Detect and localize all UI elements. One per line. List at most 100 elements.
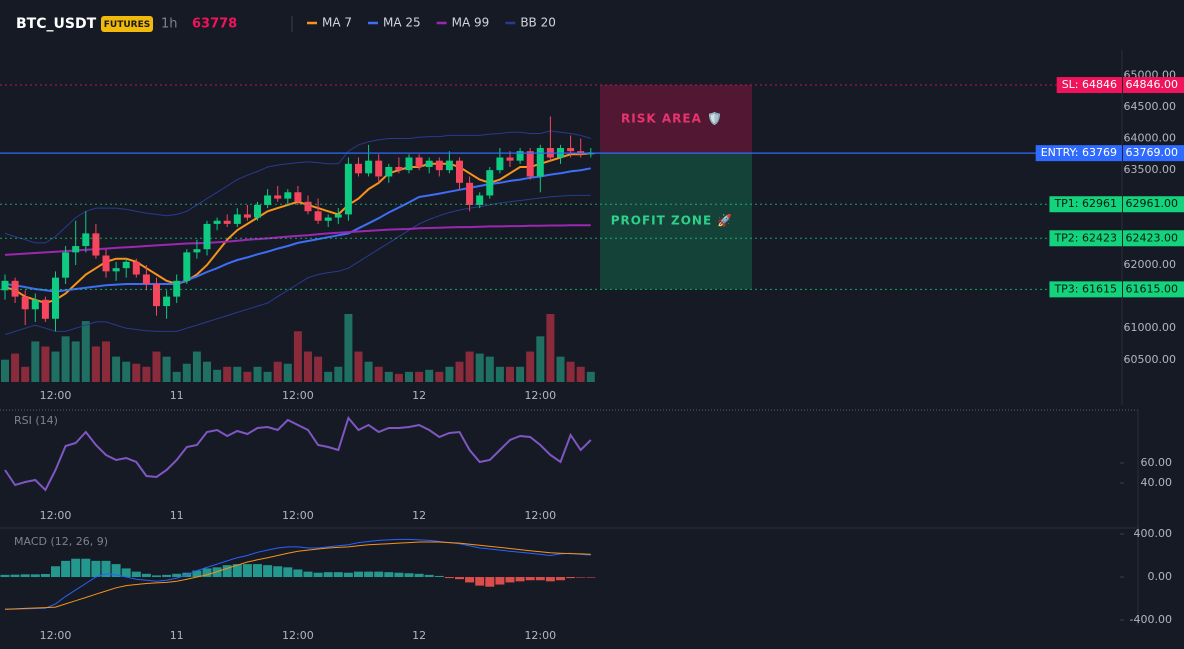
histogram-bar (10, 574, 20, 578)
volume-bar (203, 361, 211, 382)
candle-body (516, 151, 524, 161)
histogram-bar (30, 574, 40, 578)
histogram-bar (131, 571, 141, 578)
price-label: 62961.00 (1126, 197, 1179, 210)
volume-bar (304, 351, 312, 382)
candle-body (173, 280, 181, 297)
band-lower (4, 194, 591, 336)
volume-bar (445, 366, 454, 382)
x-tick-label: 12:00 (282, 389, 314, 402)
volume-bar (475, 353, 484, 382)
histogram-bar (444, 577, 454, 579)
histogram-bar (212, 567, 222, 578)
zone-label: RISK AREA 🛡️ (621, 112, 723, 126)
candle-body (183, 252, 191, 281)
histogram-bar (323, 572, 333, 578)
level-label: ENTRY: 63769 (1041, 146, 1117, 159)
candle-body (476, 195, 484, 205)
candle-body (324, 217, 332, 221)
histogram-bar (485, 577, 495, 587)
candle-body (193, 249, 201, 253)
candle-body (385, 166, 393, 177)
candle-body (294, 192, 302, 202)
price-label-bg (1123, 145, 1184, 162)
candle-body (355, 163, 362, 174)
histogram-bar (556, 577, 565, 581)
candle-body (526, 151, 534, 177)
candle-body (112, 268, 120, 272)
volume-bar (455, 361, 464, 382)
ma-line (4, 224, 591, 256)
candle-body (102, 255, 110, 272)
candle-body (567, 148, 575, 152)
volume-bar (354, 351, 363, 382)
histogram-bar (374, 571, 384, 578)
candle-body (142, 274, 150, 284)
candle-body (435, 160, 443, 171)
volume-bar (263, 371, 272, 382)
candle-body (415, 157, 423, 167)
candle-body (486, 170, 494, 196)
volume-bar (495, 366, 504, 382)
level-label-bg (1056, 77, 1122, 94)
candle-body (122, 261, 130, 269)
candle-body (506, 157, 514, 161)
candle-body (233, 214, 241, 224)
candle-body (82, 233, 90, 247)
candle-body (264, 195, 272, 205)
y-tick-label: 64500.00 (1124, 100, 1177, 113)
macd-line (4, 538, 591, 610)
signal-line (4, 541, 591, 610)
volume-bar (233, 366, 242, 382)
level-label: TP3: 61615 (1053, 282, 1117, 295)
pane-title: RSI (14) (14, 414, 58, 427)
candle-body (456, 160, 463, 183)
interval: 1h (161, 17, 178, 32)
x-tick-label: 12 (412, 389, 426, 402)
histogram-bar (455, 577, 464, 580)
histogram-bar (121, 568, 131, 578)
y-tick-label: 63500.00 (1124, 163, 1177, 176)
histogram-bar (434, 575, 444, 578)
volume-bar (11, 353, 20, 382)
level-label-bg (1049, 196, 1122, 213)
histogram-bar (414, 573, 424, 578)
candle-body (314, 211, 322, 221)
candle-body (274, 195, 282, 199)
volume-bar (71, 341, 80, 382)
candle-body (284, 192, 292, 199)
y-tick-label: -400.00 (1130, 613, 1172, 626)
volume-bar (576, 366, 585, 382)
histogram-bar (253, 564, 262, 578)
candle-body (11, 280, 19, 297)
y-tick-label: 0.00 (1148, 570, 1173, 583)
volume-bar (112, 356, 121, 382)
volume-bar (526, 351, 535, 382)
histogram-bar (394, 572, 404, 578)
y-tick-label: 61000.00 (1124, 321, 1177, 334)
histogram-bar (152, 575, 161, 578)
x-tick-label: 11 (170, 389, 184, 402)
candle-body (163, 296, 171, 307)
volume-bar (344, 314, 353, 382)
zone (600, 85, 752, 154)
histogram-bar (404, 573, 414, 578)
volume-bar (415, 371, 424, 382)
volume-bar (182, 363, 191, 382)
candle-body (223, 220, 231, 224)
volume-bar (162, 356, 171, 382)
volume-bar (435, 371, 444, 382)
histogram-bar (586, 577, 596, 578)
y-tick-label: 40.00 (1141, 476, 1173, 489)
candle-body (203, 223, 211, 250)
histogram-bar (384, 572, 394, 578)
level-label: TP1: 62961 (1053, 197, 1117, 210)
candle-body (375, 160, 383, 177)
y-tick-label: 400.00 (1134, 527, 1173, 540)
histogram-bar (0, 574, 10, 578)
y-tick-label: 64000.00 (1124, 132, 1177, 145)
histogram-bar (141, 573, 151, 578)
level-label: SL: 64846 (1062, 78, 1117, 91)
histogram-bar (111, 564, 121, 578)
histogram-bar (91, 560, 101, 578)
